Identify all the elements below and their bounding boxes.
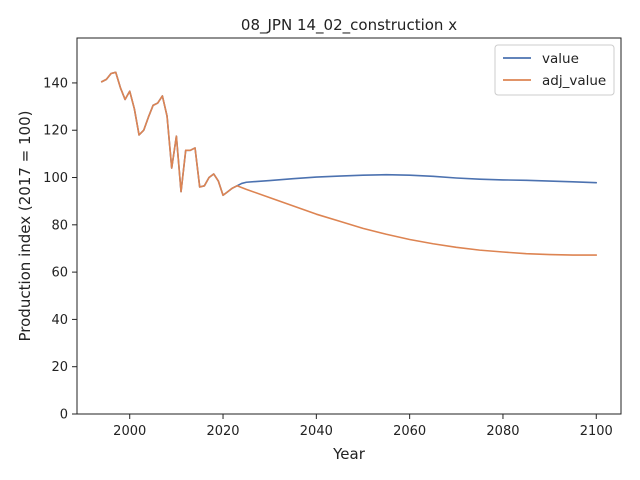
legend: value adj_value [494,44,615,96]
y-tick-label: 0 [60,408,68,423]
y-tick-label: 80 [51,218,68,233]
legend-label-adj-value: adj_value [542,73,606,89]
plot-frame [76,37,622,415]
y-tick-label: 100 [43,171,68,186]
y-axis-label: Production index (2017 = 100) [16,111,34,342]
series-layer [100,71,598,256]
x-tick-label: 2020 [206,424,239,439]
x-tick-label: 2080 [486,424,519,439]
axes-layer: 2000 2020 2040 2060 2080 21000204060801001201… [43,37,622,439]
x-tick-label: 2000 [113,424,146,439]
x-axis-label: Year [332,445,366,463]
y-tick-label: 120 [43,124,68,139]
x-tick-label: 2040 [300,424,333,439]
x-tick-label: 2100 [580,424,613,439]
chart-title: 08_JPN 14_02_construction x [241,16,457,35]
x-tick-label: 2060 [393,424,426,439]
y-tick-label: 140 [43,76,68,91]
y-tick-label: 60 [51,266,68,281]
y-tick-label: 40 [51,313,68,328]
y-tick-label: 20 [51,360,68,375]
series-line-adj-value [100,71,598,256]
legend-label-value: value [542,51,579,67]
